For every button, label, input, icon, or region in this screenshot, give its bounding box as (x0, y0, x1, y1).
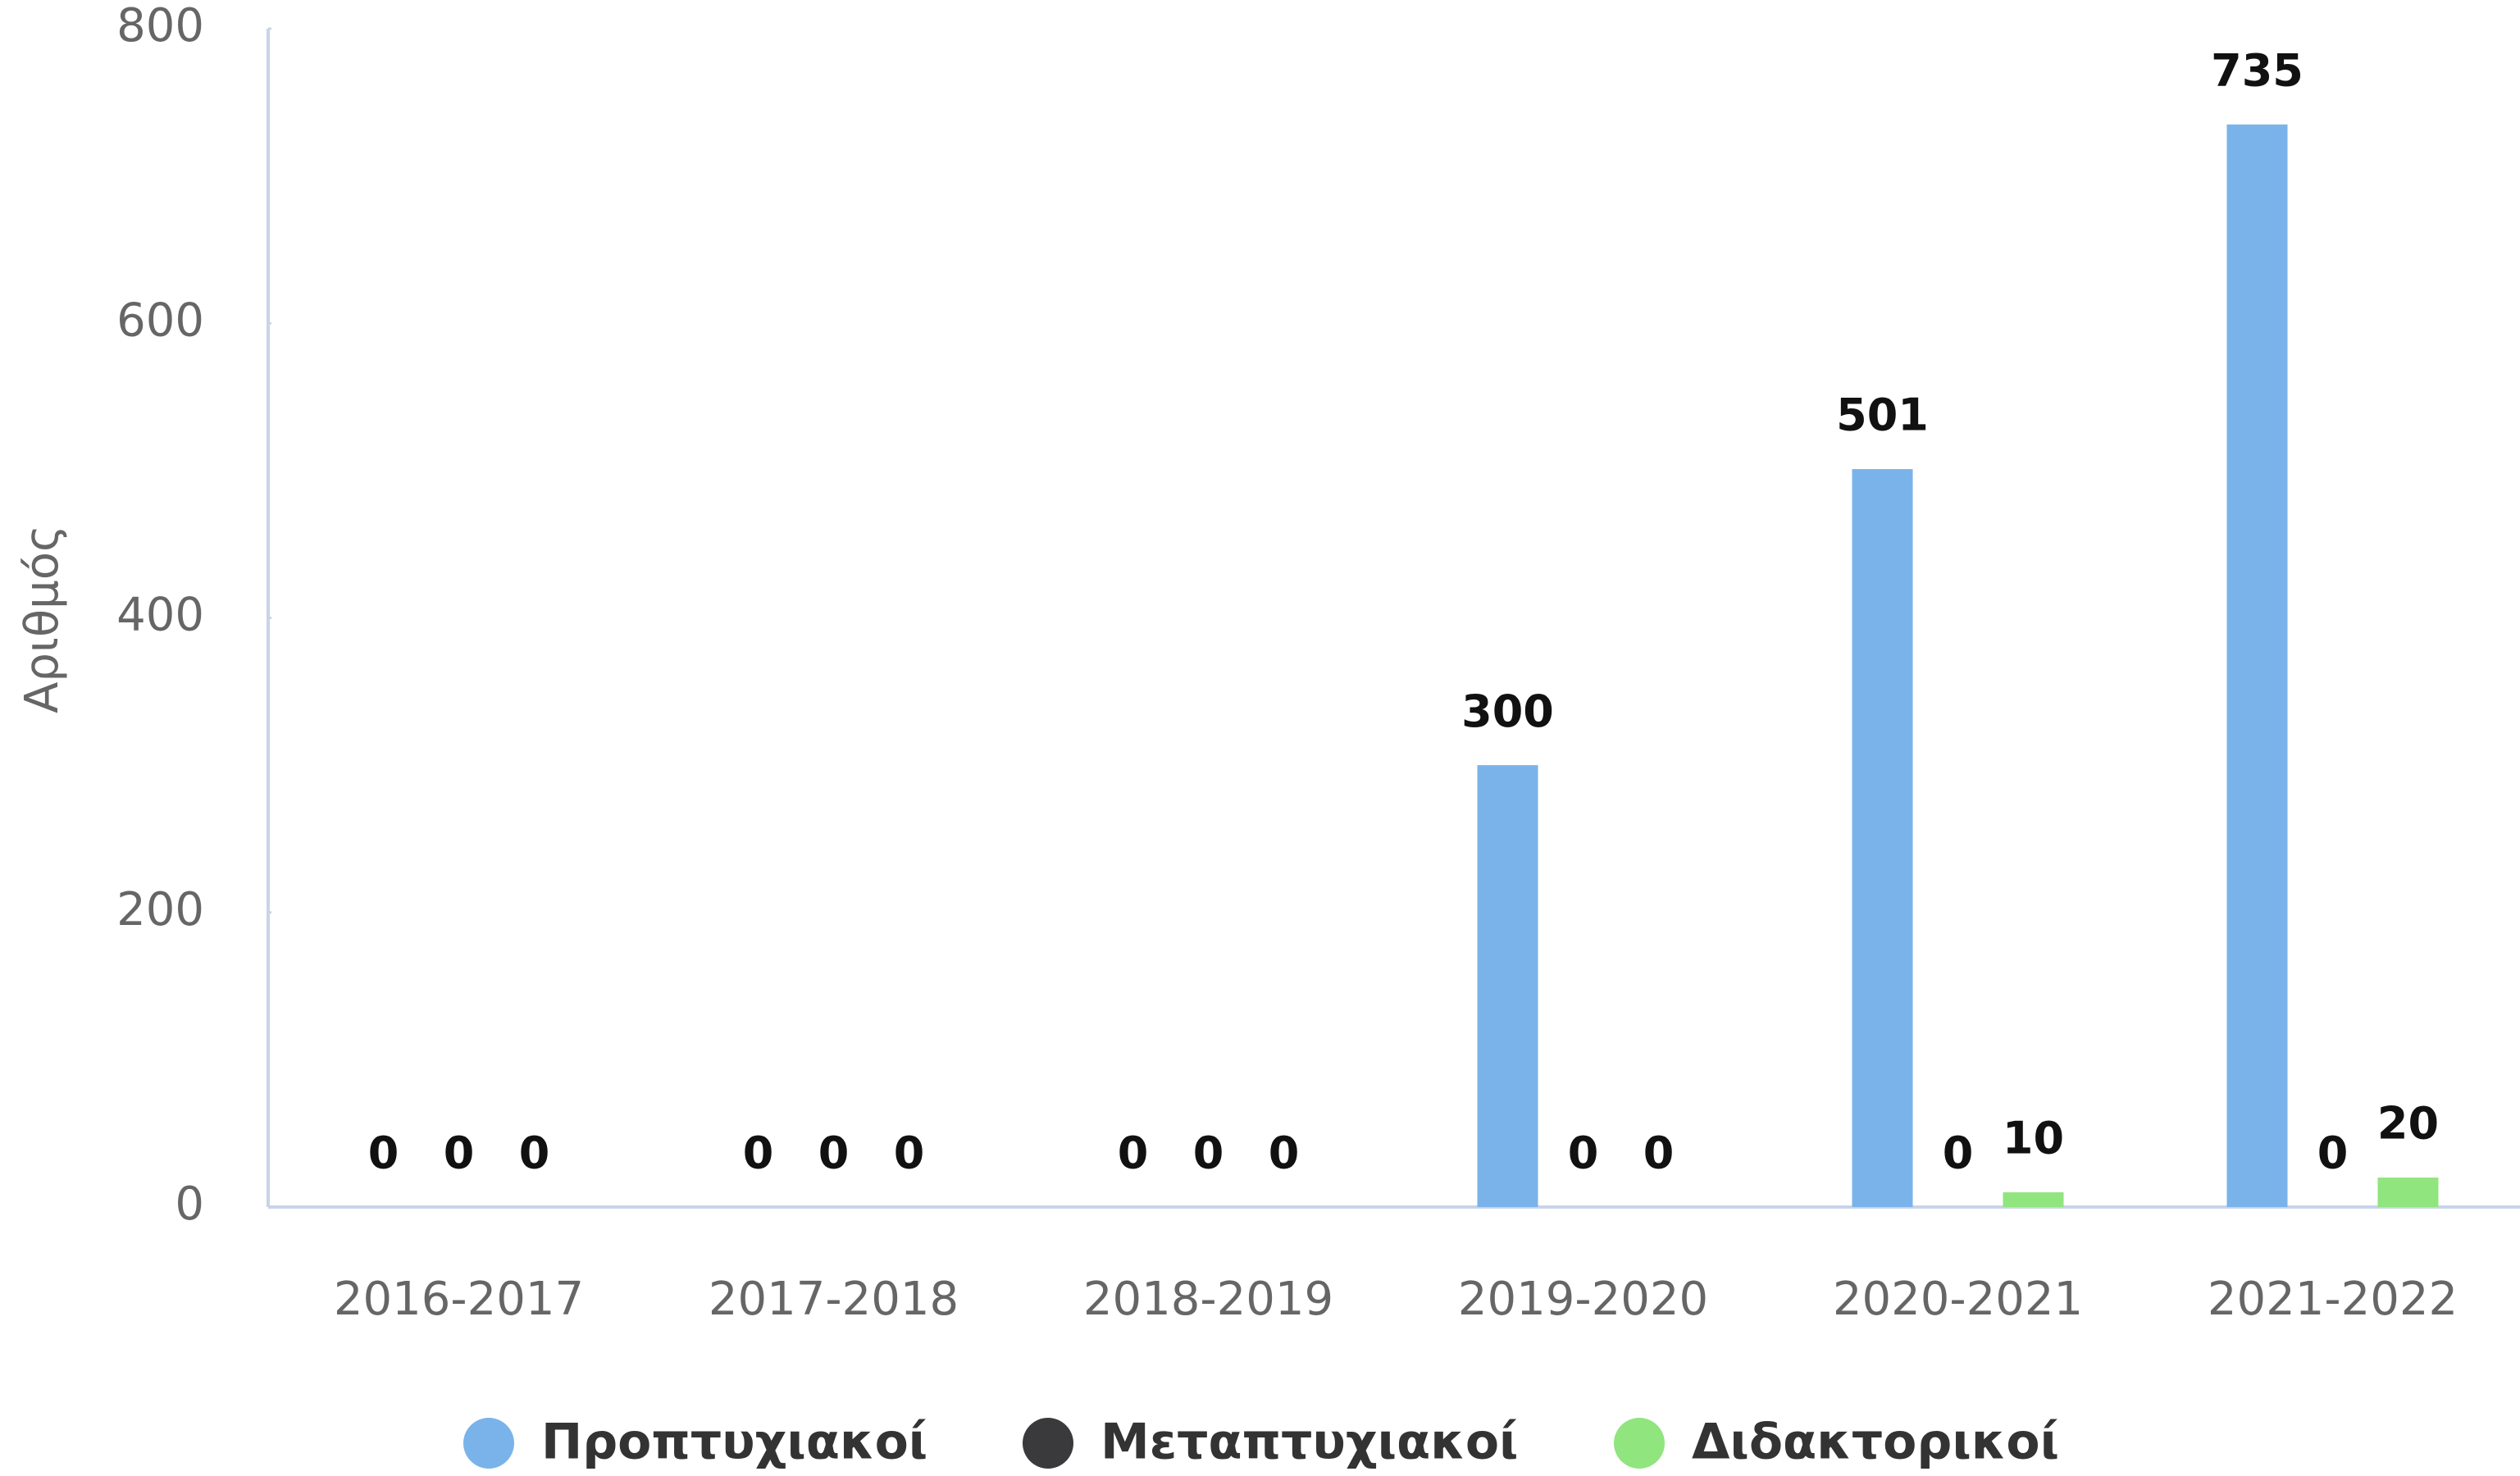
data-label: 0 (519, 1128, 550, 1179)
data-label: 300 (1461, 686, 1554, 737)
legend-label: Διδακτορικοί (1692, 1414, 2059, 1471)
y-tick-label: 200 (116, 883, 204, 936)
bar (1852, 469, 1913, 1207)
legend-swatch (463, 1418, 514, 1469)
data-label: 501 (1836, 390, 1929, 441)
legend-label: Μεταπτυχιακοί (1101, 1414, 1518, 1471)
y-tick-label: 0 (175, 1178, 204, 1231)
x-tick-label: 2020-2021 (1833, 1273, 2083, 1326)
data-label: 0 (818, 1128, 850, 1179)
x-tick-label: 2017-2018 (709, 1273, 959, 1326)
data-label: 0 (1943, 1128, 1974, 1179)
x-tick-label: 2019-2020 (1458, 1273, 1708, 1326)
data-label: 0 (1643, 1128, 1675, 1179)
x-tick-label: 2021-2022 (2208, 1273, 2458, 1326)
data-label: 0 (743, 1128, 774, 1179)
y-tick-label: 400 (116, 589, 204, 642)
bar (2226, 124, 2288, 1208)
data-label: 0 (1118, 1128, 1149, 1179)
bar (2003, 1192, 2064, 1207)
legend-label: Προπτυχιακοί (541, 1414, 927, 1471)
legend-swatch (1614, 1418, 1665, 1469)
data-label: 0 (1193, 1128, 1224, 1179)
y-axis-title: Αριθμός (16, 525, 69, 713)
data-label: 10 (2003, 1113, 2064, 1164)
bar (1477, 765, 1538, 1207)
y-tick-label: 800 (116, 0, 204, 52)
data-label: 0 (444, 1128, 475, 1179)
data-label: 0 (1568, 1128, 1599, 1179)
data-label: 0 (368, 1128, 399, 1179)
x-tick-label: 2016-2017 (334, 1273, 584, 1326)
data-label: 20 (2377, 1098, 2439, 1150)
data-label: 0 (2317, 1128, 2349, 1179)
data-label: 0 (894, 1128, 925, 1179)
data-label: 0 (1269, 1128, 1300, 1179)
data-label: 735 (2211, 44, 2304, 96)
bar (2377, 1178, 2439, 1207)
y-tick-label: 600 (116, 294, 204, 347)
x-tick-label: 2018-2019 (1083, 1273, 1333, 1326)
legend-swatch (1023, 1418, 1073, 1469)
